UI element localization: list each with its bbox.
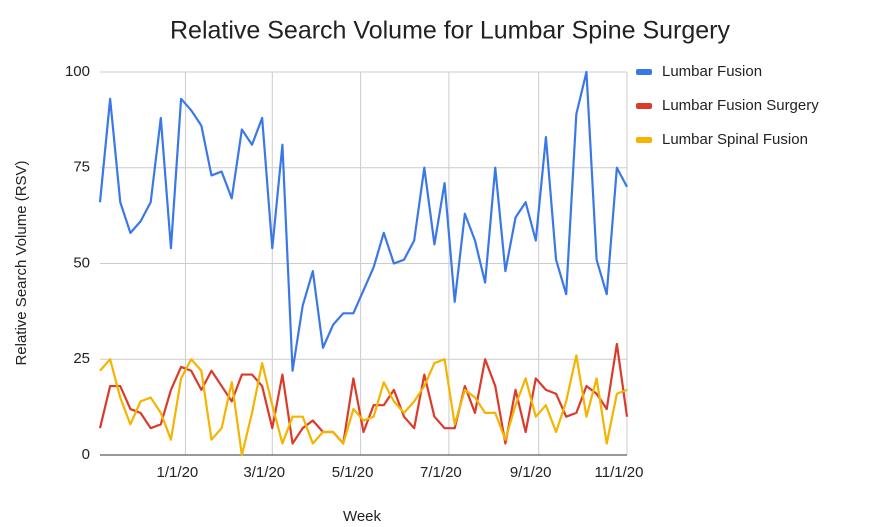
y-tick-label: 50 bbox=[73, 254, 90, 271]
series-line bbox=[98, 342, 629, 445]
series-line bbox=[98, 70, 628, 372]
legend-swatch bbox=[636, 103, 652, 109]
legend-swatch bbox=[636, 69, 652, 75]
x-tick-label: 1/1/20 bbox=[157, 464, 199, 481]
x-tick-label: 5/1/20 bbox=[332, 464, 374, 481]
x-tick-label: 7/1/20 bbox=[420, 464, 462, 481]
x-tick-label: 3/1/20 bbox=[243, 464, 285, 481]
series-line bbox=[99, 354, 628, 457]
y-tick-label: 75 bbox=[73, 159, 90, 176]
x-axis-label: Week bbox=[343, 508, 382, 525]
chart-title: Relative Search Volume for Lumbar Spine … bbox=[170, 17, 731, 45]
legend-label: Lumbar Fusion bbox=[662, 63, 762, 80]
x-tick-label: 9/1/20 bbox=[510, 464, 552, 481]
legend-swatch bbox=[636, 137, 652, 143]
legend-label: Lumbar Spinal Fusion bbox=[662, 131, 808, 148]
y-tick-label: 0 bbox=[82, 446, 90, 463]
y-tick-label: 100 bbox=[65, 63, 90, 80]
y-tick-label: 25 bbox=[73, 350, 90, 367]
y-axis-label: Relative Search Volume (RSV) bbox=[13, 160, 30, 365]
x-tick-label: 11/1/20 bbox=[595, 464, 644, 481]
legend-label: Lumbar Fusion Surgery bbox=[662, 97, 819, 114]
